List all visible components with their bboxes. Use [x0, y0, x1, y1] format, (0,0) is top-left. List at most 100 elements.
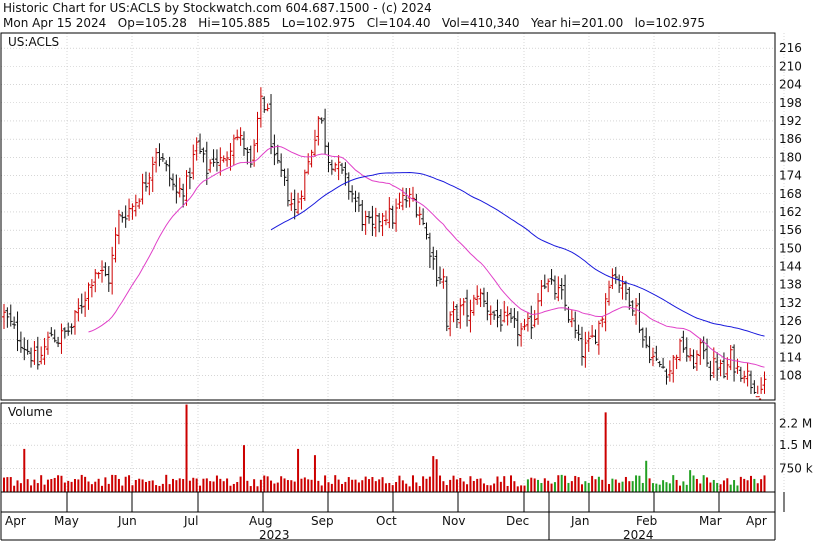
volume-bar	[138, 478, 141, 492]
ohlc-bar	[711, 347, 716, 378]
volume-bar	[384, 483, 387, 492]
ohlc-bar	[377, 213, 382, 233]
ohlc-bar	[671, 355, 676, 383]
ohlc-bar	[600, 316, 605, 328]
ohlc-bar	[248, 145, 253, 168]
ohlc-bar	[519, 322, 524, 347]
ohlc-bar	[586, 331, 591, 352]
ohlc-bar	[316, 116, 321, 146]
volume-bar	[324, 475, 327, 492]
month-tick-label: Aug	[249, 514, 272, 528]
ohlc-bar	[18, 331, 23, 353]
volume-bar	[530, 477, 533, 492]
volume-bar	[73, 479, 76, 492]
volume-bar	[736, 485, 739, 492]
volume-bar	[199, 485, 202, 492]
ohlc-bar	[721, 352, 726, 379]
ohlc-bar	[336, 155, 341, 181]
volume-bar	[202, 478, 205, 492]
volume-bar	[192, 477, 195, 492]
ohlc-bar	[245, 147, 250, 165]
ohlc-bar	[96, 271, 101, 279]
volume-bar	[273, 483, 276, 492]
ohlc-bar	[461, 298, 466, 316]
ohlc-bar	[542, 274, 547, 290]
volume-tick-label: 750 k	[779, 462, 813, 476]
price-tick-label: 144	[779, 260, 802, 274]
ohlc-bar	[620, 275, 625, 300]
ohlc-bar	[522, 318, 527, 331]
volume-bar	[310, 479, 313, 492]
volume-bar	[749, 475, 752, 492]
ohlc-bar	[434, 250, 439, 287]
ohlc-bar	[340, 162, 344, 174]
volume-bar	[611, 478, 614, 492]
ohlc-bar	[458, 298, 463, 329]
volume-bar	[43, 484, 46, 492]
ohlc-bar	[150, 156, 155, 192]
volume-bar	[70, 481, 73, 492]
ohlc-bar	[623, 280, 628, 301]
ohlc-bar	[204, 141, 209, 185]
ohlc-bar	[214, 149, 219, 172]
volume-bar	[540, 482, 543, 492]
ohlc-bar	[627, 287, 632, 310]
ohlc-bar	[738, 366, 743, 382]
volume-bar	[161, 483, 164, 492]
ohlc-bar	[93, 269, 98, 293]
volume-bar	[608, 484, 611, 492]
volume-bar	[753, 478, 756, 492]
price-tick-label: 204	[779, 78, 802, 92]
ohlc-bar	[441, 268, 446, 289]
month-tick-label: Apr	[5, 514, 26, 528]
volume-bar	[215, 475, 218, 492]
price-tick-label: 210	[779, 59, 802, 73]
ohlc-bar	[76, 298, 81, 322]
ohlc-bar	[8, 304, 13, 327]
volume-bar	[523, 485, 526, 492]
ohlc-bar	[647, 336, 652, 364]
volume-bar	[760, 479, 763, 492]
volume-bar	[469, 476, 472, 492]
volume-bar	[148, 480, 151, 492]
ohlc-bar	[326, 142, 331, 173]
volume-bar	[337, 479, 340, 492]
volume-bar	[631, 481, 634, 492]
month-tick-label: Feb	[636, 514, 657, 528]
volume-bar	[513, 481, 516, 492]
volume-bar	[692, 475, 695, 492]
ohlc-bar	[454, 304, 459, 329]
volume-bar	[242, 445, 245, 492]
ohlc-bar	[762, 371, 767, 394]
ohlc-bar	[127, 198, 132, 221]
price-tick-label: 108	[779, 369, 802, 383]
volume-bar	[445, 485, 448, 492]
ohlc-bar	[89, 279, 94, 298]
volume-bar	[388, 482, 391, 492]
volume-bar	[303, 477, 306, 492]
volume-bar	[239, 476, 242, 492]
volume-bar	[601, 479, 604, 492]
volume-bar	[550, 483, 553, 492]
volume-bar	[695, 478, 698, 492]
volume-bar	[63, 482, 66, 492]
volume-bar	[486, 485, 489, 492]
axis-labels: US:ACLS Volume 108 114 120 126 132 138 144 150 156…	[5, 35, 813, 542]
price-tick-label: 198	[779, 96, 802, 110]
volume-bar	[756, 483, 759, 492]
volume-bar	[286, 480, 289, 492]
ohlc-bar	[657, 360, 662, 368]
volume-bar	[648, 478, 651, 492]
ohlc-bar	[667, 360, 672, 382]
volume-bar	[499, 481, 502, 492]
volume-bar	[40, 475, 43, 492]
ohlc-bar	[143, 171, 148, 192]
price-tick-label: 174	[779, 169, 802, 183]
volume-bar	[591, 475, 594, 492]
ohlc-bar	[681, 330, 686, 353]
volume-bar	[594, 479, 597, 492]
volume-bar	[702, 475, 705, 492]
volume-bar	[675, 479, 678, 492]
ohlc-bar	[285, 168, 290, 207]
